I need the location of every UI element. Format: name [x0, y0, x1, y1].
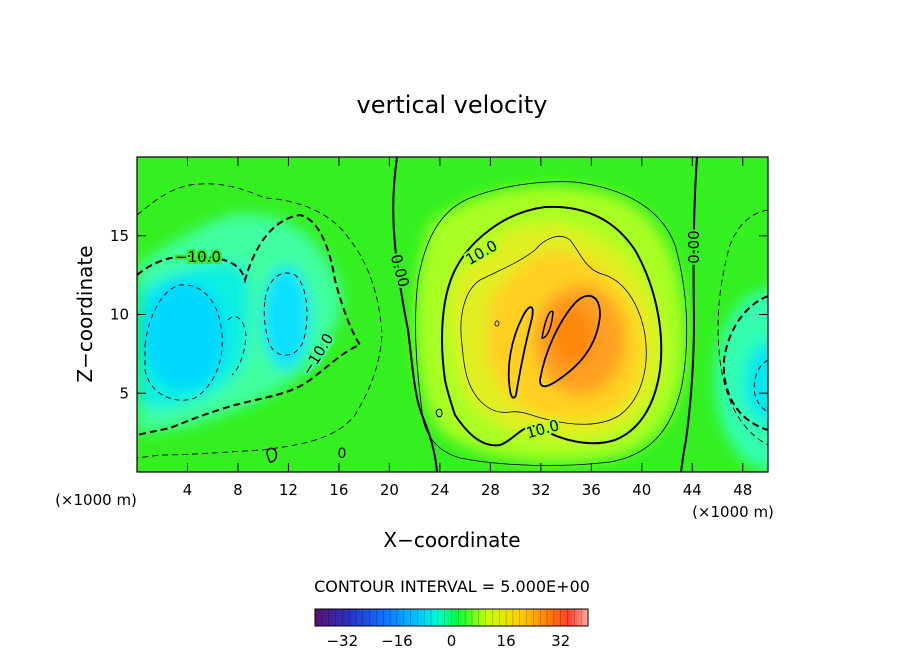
- contour-plus15: [460, 236, 647, 425]
- heatmap-field: [137, 157, 768, 472]
- contour-minus5-west: [137, 183, 383, 459]
- downdraft-core-1: [142, 280, 226, 390]
- x-tick-label: 24: [430, 481, 449, 499]
- x-tick-label: 44: [683, 481, 702, 499]
- x-tick-label: 12: [279, 481, 298, 499]
- x-tick-label: 40: [632, 481, 651, 499]
- colorbar: −32 −16 0 16 32: [314, 608, 589, 650]
- downdraft-region-east: [715, 290, 768, 470]
- updraft-core-peak: [550, 305, 594, 365]
- contour-label-zero-small: 0: [338, 446, 347, 462]
- y-tick-label: 15: [110, 227, 129, 245]
- zero-contour-right: [680, 157, 698, 472]
- y-tick-label: 10: [110, 306, 129, 324]
- contour-plus10: [441, 205, 663, 447]
- contour-label-zero-right: 0.00: [685, 230, 703, 263]
- x-axis: 4 8 12 16 20 24 28 32 36 40 44 48: [183, 157, 752, 499]
- contour-minus15-east: [753, 359, 768, 413]
- x-tick-label: 28: [481, 481, 500, 499]
- contour-small-3: [494, 320, 500, 327]
- colorbar-tick-label: −16: [381, 632, 413, 650]
- x-tick-label: 20: [380, 481, 399, 499]
- contour-label-minus10-west: −10.0: [175, 248, 221, 266]
- x-tick-label: 32: [531, 481, 550, 499]
- contour-lines: [137, 157, 768, 472]
- x-axis-label: X−coordinate: [383, 528, 520, 552]
- contour-plus20-a: [507, 306, 534, 399]
- contour-minus15-west-3: [227, 316, 247, 376]
- x-unit-left: (×1000 m): [55, 491, 137, 509]
- contour-interval: CONTOUR INTERVAL = 5.000E+00: [314, 577, 590, 596]
- contour-plus5: [415, 181, 688, 466]
- chart-title: vertical velocity: [357, 91, 548, 119]
- colorbar-tick-label: 16: [497, 632, 516, 650]
- x-tick-label: 48: [733, 481, 752, 499]
- colorbar-tick-label: 0: [447, 632, 457, 650]
- downdraft-core-east: [744, 340, 768, 424]
- contour-plus20-c: [541, 310, 554, 339]
- x-tick-label: 16: [329, 481, 348, 499]
- y-tick-label: 5: [119, 384, 129, 402]
- colorbar-ticks: −32 −16 0 16 32: [321, 609, 582, 650]
- contour-small-1: [266, 447, 278, 463]
- contour-minus10-west: [137, 213, 362, 436]
- x-tick-label: 4: [183, 481, 193, 499]
- zero-contour-left: [392, 157, 438, 472]
- downdraft-core-2: [262, 266, 310, 370]
- y-axis: 5 10 15: [110, 227, 768, 402]
- contour-small-2: [435, 408, 443, 418]
- x-tick-label: 8: [233, 481, 243, 499]
- contour-minus15-west: [144, 284, 223, 401]
- contour-plus20-b: [539, 294, 601, 388]
- colorbar-tick-label: 32: [551, 632, 570, 650]
- x-unit-right: (×1000 m): [692, 503, 774, 521]
- contour-minus10-east: [722, 295, 768, 431]
- y-axis-label: Z−coordinate: [73, 245, 97, 382]
- x-tick-label: 36: [582, 481, 601, 499]
- colorbar-tick-label: −32: [326, 632, 358, 650]
